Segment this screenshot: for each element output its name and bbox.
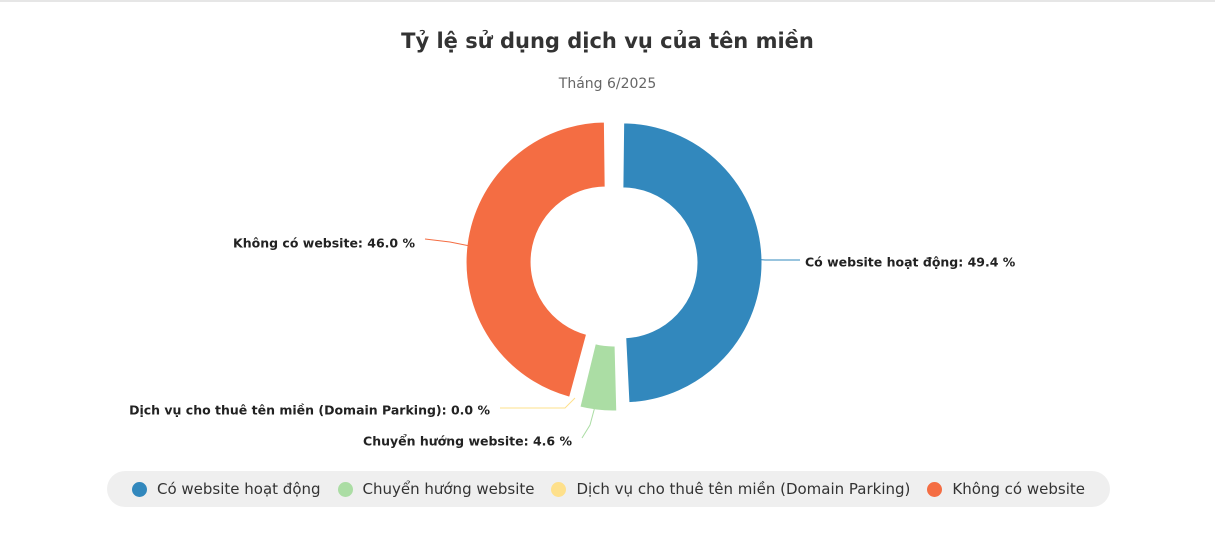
data-label-co-website-hoat-dong: Có website hoạt động: 49.4 % xyxy=(805,255,1016,270)
connector-khong-co-website xyxy=(424,238,471,247)
chart-legend: Có website hoạt động Chuyển hướng website… xyxy=(107,471,1110,507)
slice-co-website-hoat-dong[interactable] xyxy=(622,122,763,404)
connector-chuyen-huong-website xyxy=(581,398,598,439)
slice-chuyen-huong-website[interactable] xyxy=(579,343,618,412)
data-label-chuyen-huong-website: Chuyển hướng website: 4.6 % xyxy=(363,434,572,449)
legend-item-dich-vu-cho-thue-ten-mien-domain-parking[interactable]: Dịch vụ cho thuê tên miền (Domain Parkin… xyxy=(551,480,910,498)
legend-item-co-website-hoat-dong[interactable]: Có website hoạt động xyxy=(131,480,321,498)
legend-swatch xyxy=(551,481,567,497)
slice-khong-co-website[interactable] xyxy=(465,121,606,398)
top-border xyxy=(0,0,1215,2)
connector-co-website-hoat-dong xyxy=(753,258,800,261)
legend-label: Có website hoạt động xyxy=(156,480,321,498)
data-label-dich-vu-cho-thue-ten-mien-domain-parking: Dịch vụ cho thuê tên miền (Domain Parkin… xyxy=(129,403,490,418)
chart-title: Tỷ lệ sử dụng dịch vụ của tên miền xyxy=(401,29,814,53)
legend-label: Dịch vụ cho thuê tên miền (Domain Parkin… xyxy=(576,480,911,498)
legend-item-chuyen-huong-website[interactable]: Chuyển hướng website xyxy=(337,480,535,498)
connector-dich-vu-cho-thue-ten-mien-domain-parking xyxy=(500,397,576,409)
legend-item-khong-co-website[interactable]: Không có website xyxy=(927,480,1085,498)
legend-swatch xyxy=(927,481,943,497)
chart-subtitle: Tháng 6/2025 xyxy=(558,76,657,92)
legend-swatch xyxy=(131,481,147,497)
legend-label: Chuyển hướng website xyxy=(362,480,535,498)
data-label-khong-co-website: Không có website: 46.0 % xyxy=(233,236,415,251)
legend-label: Không có website xyxy=(952,480,1085,498)
legend-swatch xyxy=(337,481,353,497)
